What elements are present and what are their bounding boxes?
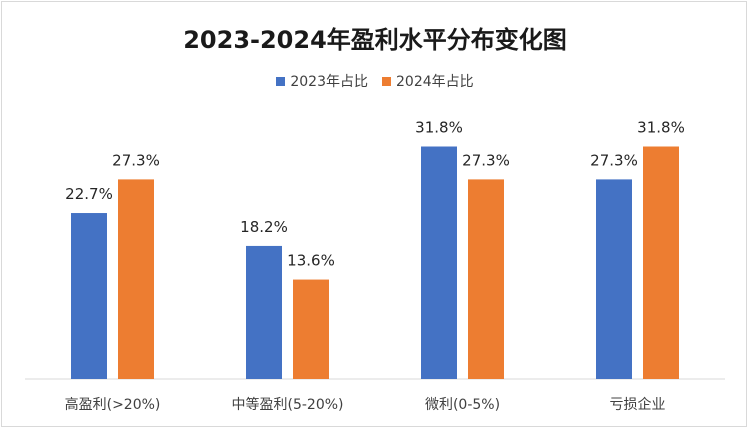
category-label-2: 微利(0-5%): [425, 397, 500, 413]
legend-item-2023: 2023年占比: [276, 71, 368, 91]
bar-2023-3: [596, 179, 632, 379]
legend: 2023年占比 2024年占比: [0, 71, 750, 91]
bar-2023-2: [421, 146, 457, 379]
data-label-2024-0: 27.3%: [112, 151, 160, 169]
bar-2023-0: [71, 213, 107, 379]
data-label-2023-3: 27.3%: [590, 151, 638, 169]
data-label-2024-1: 13.6%: [287, 252, 335, 270]
legend-swatch-2023: [276, 76, 286, 86]
category-label-3: 亏损企业: [610, 396, 666, 413]
data-label-2023-0: 22.7%: [65, 185, 113, 203]
legend-label-2023: 2023年占比: [290, 74, 368, 90]
chart-title: 2023-2024年盈利水平分布变化图: [183, 26, 567, 54]
data-label-2024-3: 31.8%: [637, 119, 685, 137]
bar-2024-1: [293, 279, 329, 379]
legend-item-2024: 2024年占比: [382, 71, 474, 91]
legend-swatch-2024: [382, 76, 391, 86]
bar-2023-1: [246, 245, 282, 379]
legend-label-2024: 2024年占比: [396, 74, 474, 90]
bar-2024-3: [643, 146, 679, 379]
category-label-1: 中等盈利(5-20%): [232, 396, 344, 413]
data-label-2023-1: 18.2%: [240, 218, 288, 236]
bar-2024-2: [468, 179, 504, 379]
category-label-0: 高盈利(>20%): [65, 396, 161, 413]
data-label-2024-2: 27.3%: [462, 151, 510, 169]
bar-2024-0: [118, 179, 154, 379]
data-label-2023-2: 31.8%: [415, 119, 463, 137]
